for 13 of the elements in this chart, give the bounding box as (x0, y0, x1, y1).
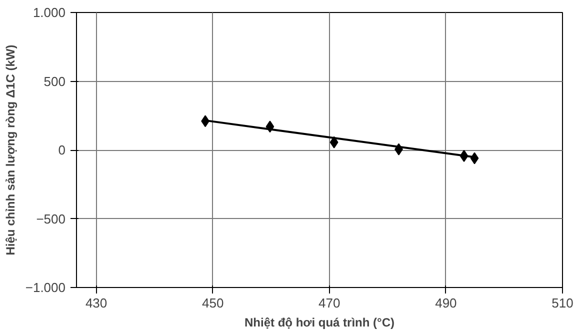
y-tick-label: −500 (36, 211, 66, 226)
x-axis-title: Nhiệt độ hơi quá trình (°C) (244, 316, 394, 330)
y-tick-label: 1.000 (32, 5, 66, 20)
x-tick-label: 510 (552, 296, 574, 310)
point (470, 152, 479, 164)
x-tick-label: 470 (318, 296, 340, 310)
x-tick-label: 430 (85, 296, 108, 310)
y-tick-label: 0 (58, 142, 66, 158)
x-tick-label: 490 (435, 296, 457, 310)
y-axis-title: Hiệu chỉnh sản lượng ròng Δ1C (kW) (3, 44, 18, 256)
y-tick-label: 500 (44, 74, 66, 89)
x-tick-label: 450 (202, 296, 224, 310)
y-tick-label: −1.000 (25, 280, 66, 295)
